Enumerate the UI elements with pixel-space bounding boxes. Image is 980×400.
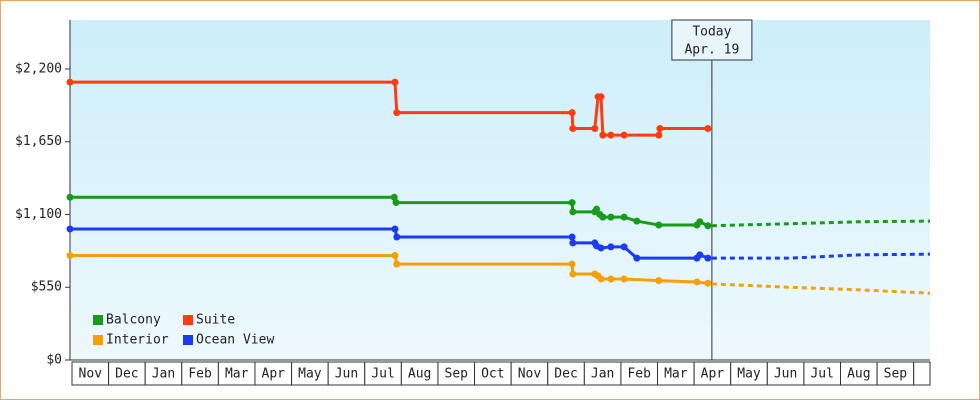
y-tick-label: $550 — [31, 280, 62, 295]
legend-swatch — [93, 315, 103, 325]
y-tick-label: $1,100 — [15, 207, 62, 222]
point — [66, 251, 74, 259]
x-tick-label: Feb — [627, 367, 651, 382]
point — [393, 260, 401, 268]
point — [620, 275, 628, 283]
point — [704, 222, 712, 230]
point — [391, 78, 399, 86]
point — [391, 225, 399, 233]
point — [597, 244, 605, 252]
x-tick-label: Feb — [188, 367, 212, 382]
point — [704, 124, 712, 132]
x-tick-label: Nov — [518, 367, 542, 382]
point — [66, 193, 74, 201]
today-box — [671, 19, 753, 61]
point — [591, 124, 599, 132]
point — [607, 131, 615, 139]
point — [620, 213, 628, 221]
point — [693, 278, 701, 286]
forecast-line — [711, 219, 931, 228]
x-tick-label: Jul — [810, 367, 833, 382]
x-tick-label: Sep — [884, 367, 908, 382]
x-tick-label: Mar — [664, 367, 688, 382]
point — [593, 205, 601, 213]
x-tick-label: Dec — [115, 367, 138, 382]
legend-label: Ocean View — [196, 333, 274, 348]
x-tick-label: May — [737, 367, 761, 382]
x-tick-label: Dec — [554, 367, 577, 382]
point — [599, 131, 607, 139]
point — [597, 93, 605, 101]
legend-label: Balcony — [106, 313, 161, 328]
point — [568, 260, 576, 268]
plot-area — [70, 20, 930, 360]
point — [569, 124, 577, 132]
y-tick-label: $0 — [46, 353, 62, 368]
point — [393, 109, 401, 117]
legend-swatch — [183, 315, 193, 325]
today-label: Apr. 19 — [684, 43, 739, 58]
point — [568, 233, 576, 241]
point — [392, 199, 400, 207]
legend-label: Interior — [106, 333, 169, 348]
x-tick-label: Oct — [481, 367, 504, 382]
today-label: Today — [692, 25, 731, 40]
point — [569, 270, 577, 278]
x-tick-label: Aug — [847, 367, 870, 382]
point — [704, 254, 712, 262]
x-tick-label: May — [298, 367, 322, 382]
point — [655, 131, 663, 139]
point — [620, 131, 628, 139]
point — [656, 124, 664, 132]
point — [393, 233, 401, 241]
point — [633, 217, 641, 225]
point — [568, 199, 576, 207]
x-tick-label: Jun — [335, 367, 358, 382]
x-tick-label: Aug — [408, 367, 431, 382]
x-tick-label: Jan — [152, 367, 175, 382]
point — [704, 279, 712, 287]
point — [655, 277, 663, 285]
point — [655, 221, 663, 229]
point — [620, 243, 628, 251]
point — [569, 239, 577, 247]
x-tick-label: Jul — [371, 367, 394, 382]
point — [599, 213, 607, 221]
x-tick-label: Apr — [262, 367, 286, 382]
forecast-line — [711, 282, 931, 295]
point — [569, 208, 577, 216]
point — [66, 78, 74, 86]
point — [66, 225, 74, 233]
point — [696, 218, 704, 226]
point — [597, 275, 605, 283]
x-tick-label: Jun — [774, 367, 797, 382]
point — [607, 275, 615, 283]
legend-swatch — [93, 335, 103, 345]
x-tick-label: Jan — [591, 367, 614, 382]
point — [568, 109, 576, 117]
x-tick-label: Sep — [445, 367, 469, 382]
point — [633, 254, 641, 262]
month-cell — [913, 361, 931, 386]
forecast-line — [711, 252, 931, 260]
point — [391, 251, 399, 259]
legend-label: Suite — [196, 313, 235, 328]
x-tick-label: Mar — [225, 367, 249, 382]
point — [390, 193, 398, 201]
point — [607, 243, 615, 251]
point — [696, 251, 704, 259]
x-tick-label: Apr — [701, 367, 725, 382]
point — [607, 213, 615, 221]
y-tick-label: $2,200 — [15, 61, 62, 76]
y-tick-label: $1,650 — [15, 134, 62, 149]
x-tick-label: Nov — [79, 367, 103, 382]
legend-swatch — [183, 335, 193, 345]
